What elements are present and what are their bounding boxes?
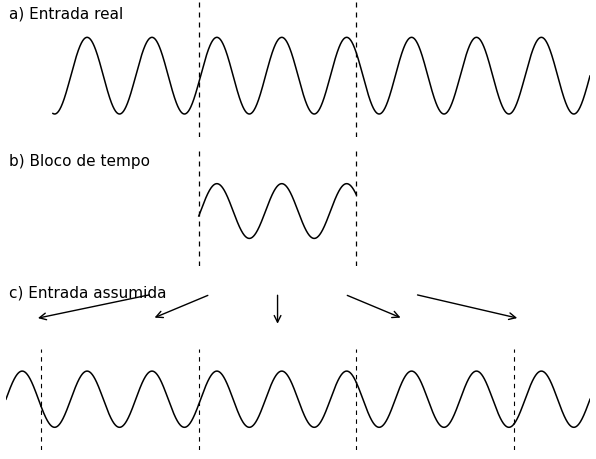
Text: c) Entrada assumida: c) Entrada assumida xyxy=(9,285,166,300)
Text: a) Entrada real: a) Entrada real xyxy=(9,7,123,22)
Text: b) Bloco de tempo: b) Bloco de tempo xyxy=(9,154,150,169)
